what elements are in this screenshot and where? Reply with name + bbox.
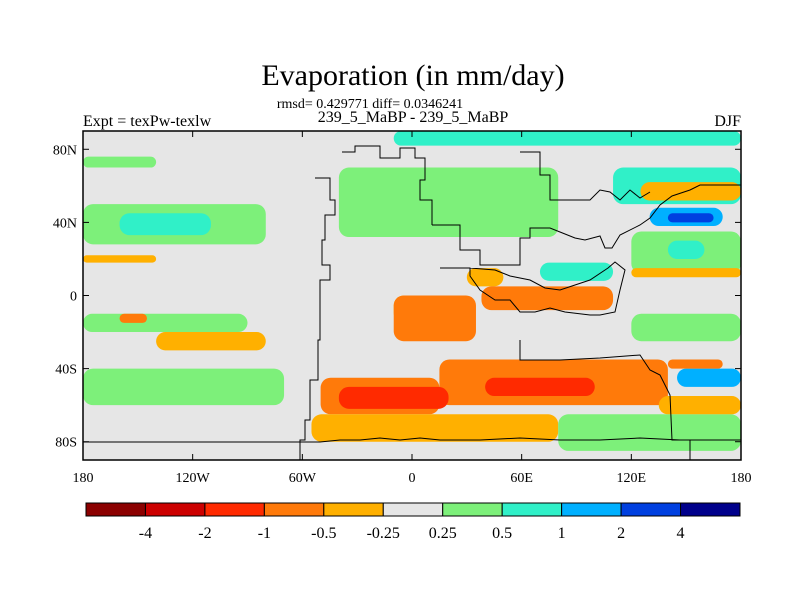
colorbar-level-label: 0.5: [492, 525, 512, 542]
colorbar-swatch: [323, 502, 384, 517]
plot-area: 180 120W 60W 0 60E 120E 180 80N 40N 0 40S 80S: [53, 130, 752, 486]
y-tick-label: 40N: [53, 216, 77, 231]
field-region-25: [485, 377, 595, 397]
colorbar-level-label: -0.25: [367, 525, 400, 542]
colorbar-swatch: [501, 502, 563, 517]
colorbar-swatch: [561, 502, 622, 517]
y-tick-label: 40S: [55, 363, 77, 378]
field-region-27: [338, 386, 449, 409]
contour-fields: [83, 131, 741, 460]
field-region-18: [631, 313, 741, 342]
field-region-16: [667, 240, 705, 259]
field-region-30: [677, 368, 741, 387]
right-label: DJF: [714, 113, 741, 130]
field-region-23: [393, 295, 476, 342]
field-region-7: [119, 313, 147, 323]
field-region-9: [83, 368, 285, 406]
colorbar-level-label: -4: [139, 525, 152, 542]
colorbar-swatch: [382, 502, 444, 517]
field-region-3: [83, 255, 157, 263]
field-region-5: [119, 213, 211, 236]
field-region-6: [83, 313, 248, 333]
colorbar-level-label: 1: [558, 525, 566, 542]
field-region-12: [640, 182, 741, 201]
colorbar-level-label: -2: [198, 525, 211, 542]
colorbar-swatch: [144, 502, 206, 517]
chart-title: Evaporation (in mm/day): [261, 59, 564, 92]
colorbar: -4 -2 -1 -0.5 -0.25 0.25 0.5 1 2 4: [85, 502, 741, 542]
left-label: Expt = texPw-texlw: [83, 113, 212, 130]
field-region-31: [667, 359, 723, 369]
field-region-1: [393, 131, 741, 146]
x-tick-label: 60W: [289, 471, 317, 486]
colorbar-level-label: 4: [677, 525, 685, 542]
colorbar-swatch: [620, 502, 682, 517]
coastline-antarctica: [83, 437, 741, 443]
stats-line: rmsd= 0.429771 diff= 0.0346241: [277, 97, 463, 112]
field-region-29: [558, 414, 741, 451]
x-tick-label: 180: [731, 471, 752, 486]
field-region-17: [631, 268, 741, 278]
x-tick-label: 0: [409, 471, 416, 486]
field-region-2: [83, 156, 157, 168]
y-tick-label: 80N: [53, 143, 77, 158]
y-tick-label: 80S: [55, 436, 77, 451]
field-region-19: [466, 268, 504, 287]
field-region-32: [658, 396, 741, 415]
colorbar-swatch: [85, 502, 146, 517]
y-axis: 80N 40N 0 40S 80S: [53, 143, 741, 451]
coastline-asia-north: [520, 151, 651, 201]
colorbar-level-label: 2: [617, 525, 625, 542]
coastline-greenland: [342, 145, 433, 225]
field-region-8: [156, 332, 266, 351]
x-tick-label: 180: [73, 471, 94, 486]
field-region-14: [667, 213, 714, 223]
coastline-africa-india: [440, 261, 626, 316]
x-tick-label: 60E: [510, 471, 533, 486]
colorbar-swatch: [263, 502, 325, 517]
coastline-americas: [299, 177, 336, 460]
colorbar-level-label: -0.5: [311, 525, 336, 542]
colorbar-swatch: [204, 502, 265, 517]
coastline-eurasia: [432, 184, 741, 266]
colorbar-level-label: 0.25: [429, 525, 457, 542]
field-region-20: [481, 286, 614, 311]
x-tick-label: 120E: [617, 471, 647, 486]
x-axis: 180 120W 60W 0 60E 120E 180: [73, 131, 752, 486]
field-region-10: [338, 167, 559, 238]
coastline: [83, 145, 741, 460]
y-tick-label: 0: [70, 290, 77, 305]
x-tick-label: 120W: [176, 471, 211, 486]
subtitle: 239_5_MaBP - 239_5_MaBP: [318, 109, 509, 126]
colorbar-swatch: [442, 502, 503, 517]
colorbar-level-label: -1: [258, 525, 271, 542]
colorbar-swatch: [680, 502, 741, 517]
field-region-28: [311, 414, 559, 442]
